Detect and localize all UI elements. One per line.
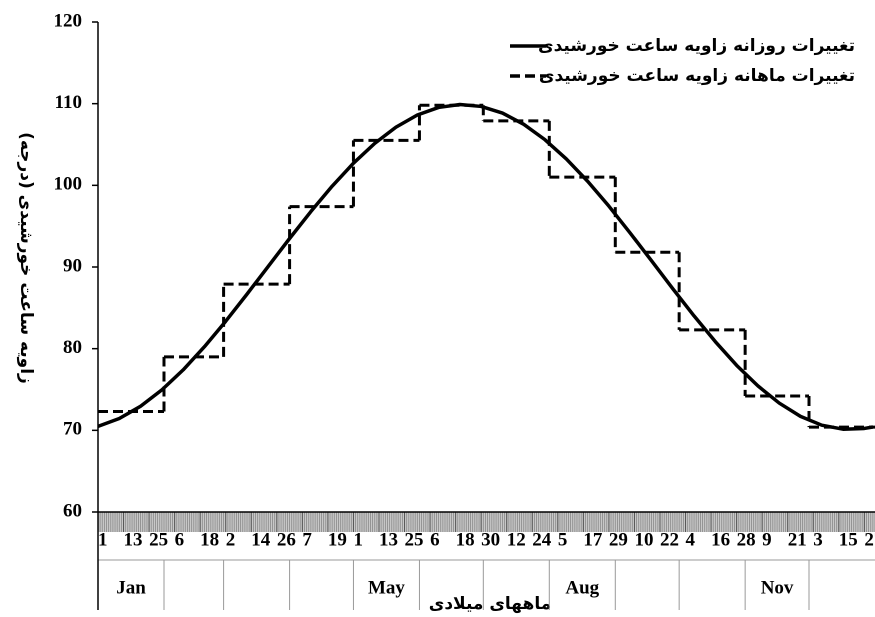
x-tick-label: 14: [251, 529, 271, 550]
x-tick-label: 25: [405, 529, 424, 550]
x-tick-label: 1: [353, 529, 363, 550]
x-tick-label: 16: [711, 529, 730, 550]
y-tick-label: 70: [63, 419, 82, 440]
y-tick-label: 90: [63, 255, 82, 276]
daily-line: [97, 102, 874, 431]
month-label: Jan: [116, 577, 146, 598]
x-tick-label: 24: [532, 529, 552, 550]
x-tick-label: 10: [634, 529, 653, 550]
x-tick-label: 21: [788, 529, 807, 550]
x-tick-label: 19: [328, 529, 347, 550]
x-tick-label: 1: [98, 529, 108, 550]
x-tick-label: 18: [456, 529, 475, 550]
x-tick-label: 18: [200, 529, 219, 550]
y-tick-label: 110: [55, 92, 82, 113]
x-tick-label: 5: [558, 529, 568, 550]
x-tick-label: 17: [583, 529, 603, 550]
x-tick-label: 25: [149, 529, 168, 550]
x-tick-label: 28: [737, 529, 756, 550]
x-tick-label: 2: [226, 529, 236, 550]
y-tick-label: 60: [63, 500, 82, 521]
x-tick-label: 15: [839, 529, 858, 550]
month-label: Aug: [565, 577, 599, 598]
x-tick-label: 6: [430, 529, 440, 550]
y-tick-label: 80: [63, 337, 82, 358]
x-tick-label: 7: [302, 529, 312, 550]
x-tick-label: 12: [507, 529, 526, 550]
x-tick-label: 6: [175, 529, 185, 550]
y-axis-title: زاویه ساعت خورشیدی (درجه): [16, 132, 36, 384]
month-label: May: [368, 577, 405, 598]
legend-label: تغییرات روزانه زاویه ساعت خورشیدی: [538, 36, 855, 56]
day-strip: [98, 512, 875, 532]
x-tick-label: 27: [864, 529, 875, 550]
x-tick-label: 22: [660, 529, 679, 550]
x-tick-label: 13: [379, 529, 398, 550]
x-tick-label: 30: [481, 529, 500, 550]
x-tick-label: 13: [124, 529, 143, 550]
x-tick-label: 9: [762, 529, 772, 550]
y-tick-label: 120: [54, 10, 83, 31]
legend-label: تغییرات ماهانه زاویه ساعت خورشیدی: [539, 66, 855, 86]
x-tick-label: 4: [686, 529, 696, 550]
x-tick-label: 3: [813, 529, 823, 550]
x-tick-label: 29: [609, 529, 628, 550]
x-tick-label: 26: [277, 529, 296, 550]
month-label: Nov: [761, 577, 794, 598]
x-axis-title: ماههای میلادی: [429, 594, 551, 614]
y-tick-label: 100: [54, 174, 83, 195]
